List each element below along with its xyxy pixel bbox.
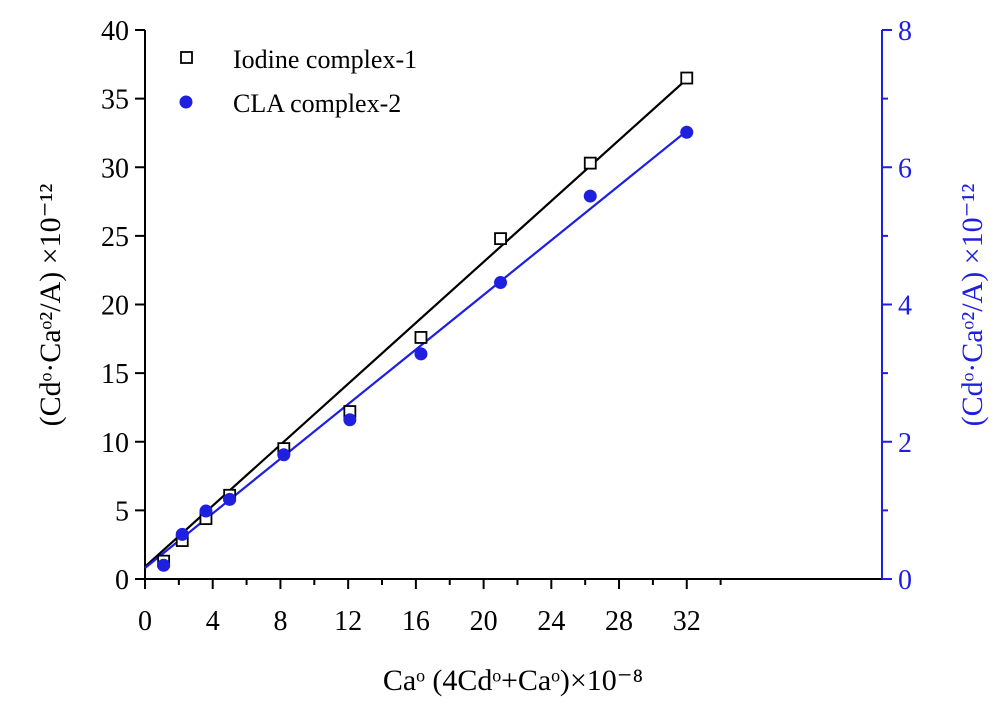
legend-label-series-1: Iodine complex-1: [233, 45, 417, 74]
y-right-axis-title: (Cdᵒ·Caᵒ²/A) ×10⁻¹²: [956, 184, 989, 427]
y-left-tick-label: 35: [101, 85, 129, 116]
y-left-tick-label: 30: [101, 153, 129, 184]
legend-label-series-2: CLA complex-2: [233, 89, 401, 118]
legend-marker-square: [180, 51, 193, 64]
x-tick-label: 4: [206, 606, 220, 637]
x-tick-label: 16: [402, 606, 430, 637]
point-series-2: [583, 189, 597, 203]
point-series-2: [680, 125, 694, 139]
point-series-1: [494, 232, 507, 246]
y-left-tick-label: 10: [101, 428, 129, 459]
point-series-2: [277, 448, 291, 462]
point-series-2: [199, 504, 213, 518]
x-tick-label: 24: [537, 606, 565, 637]
point-series-1: [680, 71, 694, 85]
axis-titles: Caᵒ (4Cdᵒ+Caᵒ)×10⁻⁸ (Cdᵒ·Caᵒ²/A) ×10⁻¹² (C…: [34, 184, 989, 697]
y-right-tick-label: 4: [898, 291, 912, 322]
point-series-1: [414, 331, 428, 344]
x-tick-label: 0: [138, 606, 152, 637]
data-points: [157, 71, 694, 572]
y-right-tick-label: 8: [898, 16, 912, 47]
y-left-tick-label: 40: [101, 16, 129, 47]
y-left-tick-label: 25: [101, 222, 129, 253]
y-left-axis-title: (Cdᵒ·Caᵒ²/A) ×10⁻¹²: [34, 184, 67, 427]
point-series-2: [157, 558, 171, 572]
x-tick-label: 8: [273, 606, 287, 637]
point-series-2: [343, 413, 357, 427]
point-series-2: [175, 527, 189, 541]
y-left-tick-label: 0: [115, 565, 129, 596]
legend: Iodine complex-1 CLA complex-2: [179, 45, 417, 118]
x-tick-label: 28: [605, 606, 633, 637]
point-series-2: [223, 492, 237, 506]
legend-marker-circle: [179, 95, 193, 109]
y-right-tick-label: 2: [898, 428, 912, 459]
y-left-tick-label: 5: [115, 496, 129, 527]
point-series-2: [414, 347, 428, 361]
x-axis-title: Caᵒ (4Cdᵒ+Caᵒ)×10⁻⁸: [383, 664, 643, 697]
point-series-2: [494, 276, 508, 290]
y-right-tick-label: 6: [898, 153, 912, 184]
x-tick-label: 20: [470, 606, 498, 637]
x-tick-label: 12: [334, 606, 362, 637]
point-series-1: [583, 156, 597, 170]
y-left-tick-label: 15: [101, 359, 129, 390]
y-right-tick-label: 0: [898, 565, 912, 596]
x-tick-label: 32: [673, 606, 701, 637]
y-left-tick-label: 20: [101, 291, 129, 322]
